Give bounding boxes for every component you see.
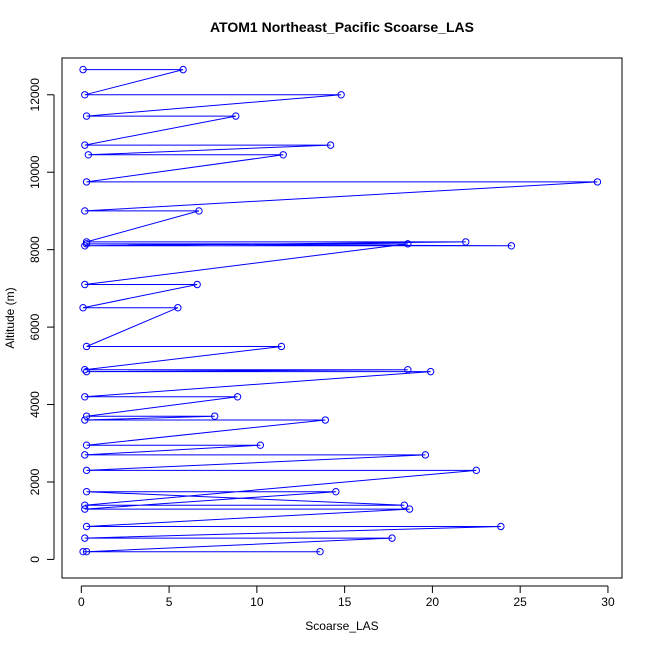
x-tick-label: 10 [250,595,264,609]
data-point [81,91,89,99]
series-points-group [79,65,602,556]
series-line-group [83,69,598,553]
x-axis: 0 5 10 15 20 25 30 [78,585,615,609]
data-point [81,416,89,424]
series-line [83,69,598,553]
data-point [233,393,242,401]
data-point [326,141,335,149]
x-axis-label: Scoarse_LAS [305,619,379,633]
chart-title: ATOM1 Northeast_Pacific Scoarse_LAS [209,19,475,35]
data-point [82,466,91,475]
data-point [81,242,89,250]
data-point [84,151,93,159]
plot-frame [61,57,623,579]
data-point [497,522,505,531]
x-tick-label: 0 [78,595,85,609]
data-point [79,304,87,312]
data-point [404,365,412,374]
x-tick-label: 5 [166,595,173,609]
data-point [321,416,330,424]
data-point [404,240,412,248]
data-point [81,505,89,513]
y-tick-label: 4000 [28,391,42,418]
data-point [82,441,91,449]
data-point [82,547,91,556]
y-tick-label: 12000 [28,78,42,112]
x-tick-label: 25 [514,595,528,609]
data-point [232,112,240,120]
data-point [81,534,89,542]
data-point [256,441,265,449]
data-point [462,238,470,246]
data-point [81,280,89,289]
data-point [316,547,324,556]
data-point [81,393,89,401]
data-point [426,367,435,376]
data-point [82,367,91,376]
data-point [82,112,91,120]
data-point [82,342,91,351]
data-point [179,65,187,74]
data-point [174,304,182,312]
data-point [79,65,87,74]
y-axis: 0 2000 4000 6000 8000 10000 12000 [28,78,55,563]
data-point [472,466,480,475]
data-point [332,487,340,496]
y-tick-label: 2000 [28,468,42,495]
data-point [279,151,287,159]
data-point [82,238,91,246]
data-point [82,412,91,420]
data-point [82,178,91,186]
y-tick-label: 6000 [28,313,42,340]
data-point [195,207,203,215]
data-point [421,451,430,459]
data-point [277,342,286,351]
data-point [82,522,91,531]
x-tick-label: 15 [338,595,352,609]
y-tick-label: 8000 [28,236,42,263]
data-point [79,547,87,556]
data-point [81,501,89,509]
data-point [82,487,91,496]
data-point [388,534,396,542]
data-point [211,412,219,420]
y-tick-label: 10000 [28,155,42,189]
data-point [82,240,91,248]
y-tick-label: 0 [28,556,42,563]
data-point [405,505,414,513]
data-point [593,178,602,186]
data-point [81,207,89,215]
x-tick-label: 20 [426,595,440,609]
data-point [400,501,409,509]
data-point [193,280,201,289]
data-point [81,365,89,374]
data-point [337,91,345,99]
data-point [507,242,516,250]
x-tick-label: 30 [601,595,615,609]
data-point [81,451,89,459]
data-point [81,141,89,149]
